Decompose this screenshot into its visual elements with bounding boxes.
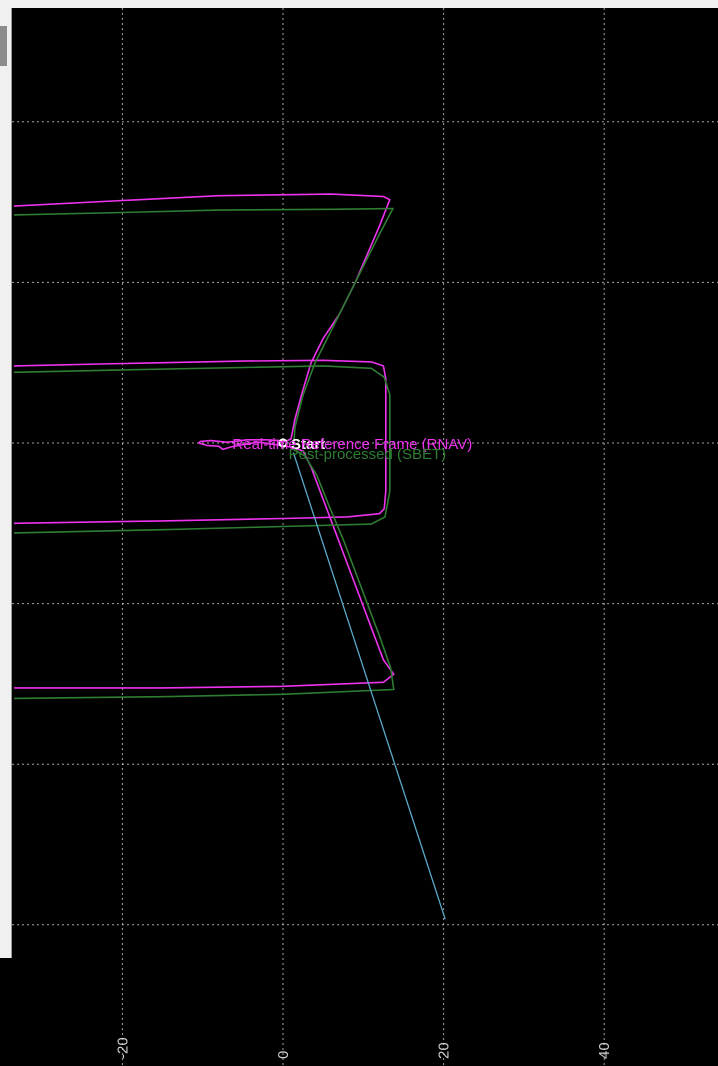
start-label: Start bbox=[291, 436, 325, 453]
x-axis-ticks: -20 0 20 40 bbox=[114, 1037, 613, 1059]
window-top-edge bbox=[0, 0, 718, 8]
series-line-5 bbox=[292, 452, 446, 920]
series-line-1 bbox=[13, 193, 395, 689]
x-tick-label: 20 bbox=[436, 1042, 453, 1059]
x-tick-label: -20 bbox=[114, 1037, 131, 1059]
series-line-2 bbox=[13, 359, 387, 525]
series-layer bbox=[13, 193, 446, 920]
side-panel-edge bbox=[0, 8, 12, 958]
legend: Real-time Reference Frame (RNAV) Post-pr… bbox=[232, 436, 472, 463]
series-line-3 bbox=[13, 207, 395, 700]
legend-label-rnav: Real-time Reference Frame (RNAV) bbox=[232, 436, 472, 453]
start-point-marker bbox=[278, 438, 288, 448]
scrollbar-thumb[interactable] bbox=[0, 26, 7, 66]
x-tick-label: 0 bbox=[275, 1051, 292, 1059]
grid bbox=[12, 8, 718, 1066]
x-tick-label: 40 bbox=[596, 1042, 613, 1059]
series-line-4 bbox=[13, 365, 391, 534]
marker-layer: Start bbox=[278, 436, 325, 453]
legend-label-sbet: Post-processed (SBET) bbox=[289, 446, 447, 463]
